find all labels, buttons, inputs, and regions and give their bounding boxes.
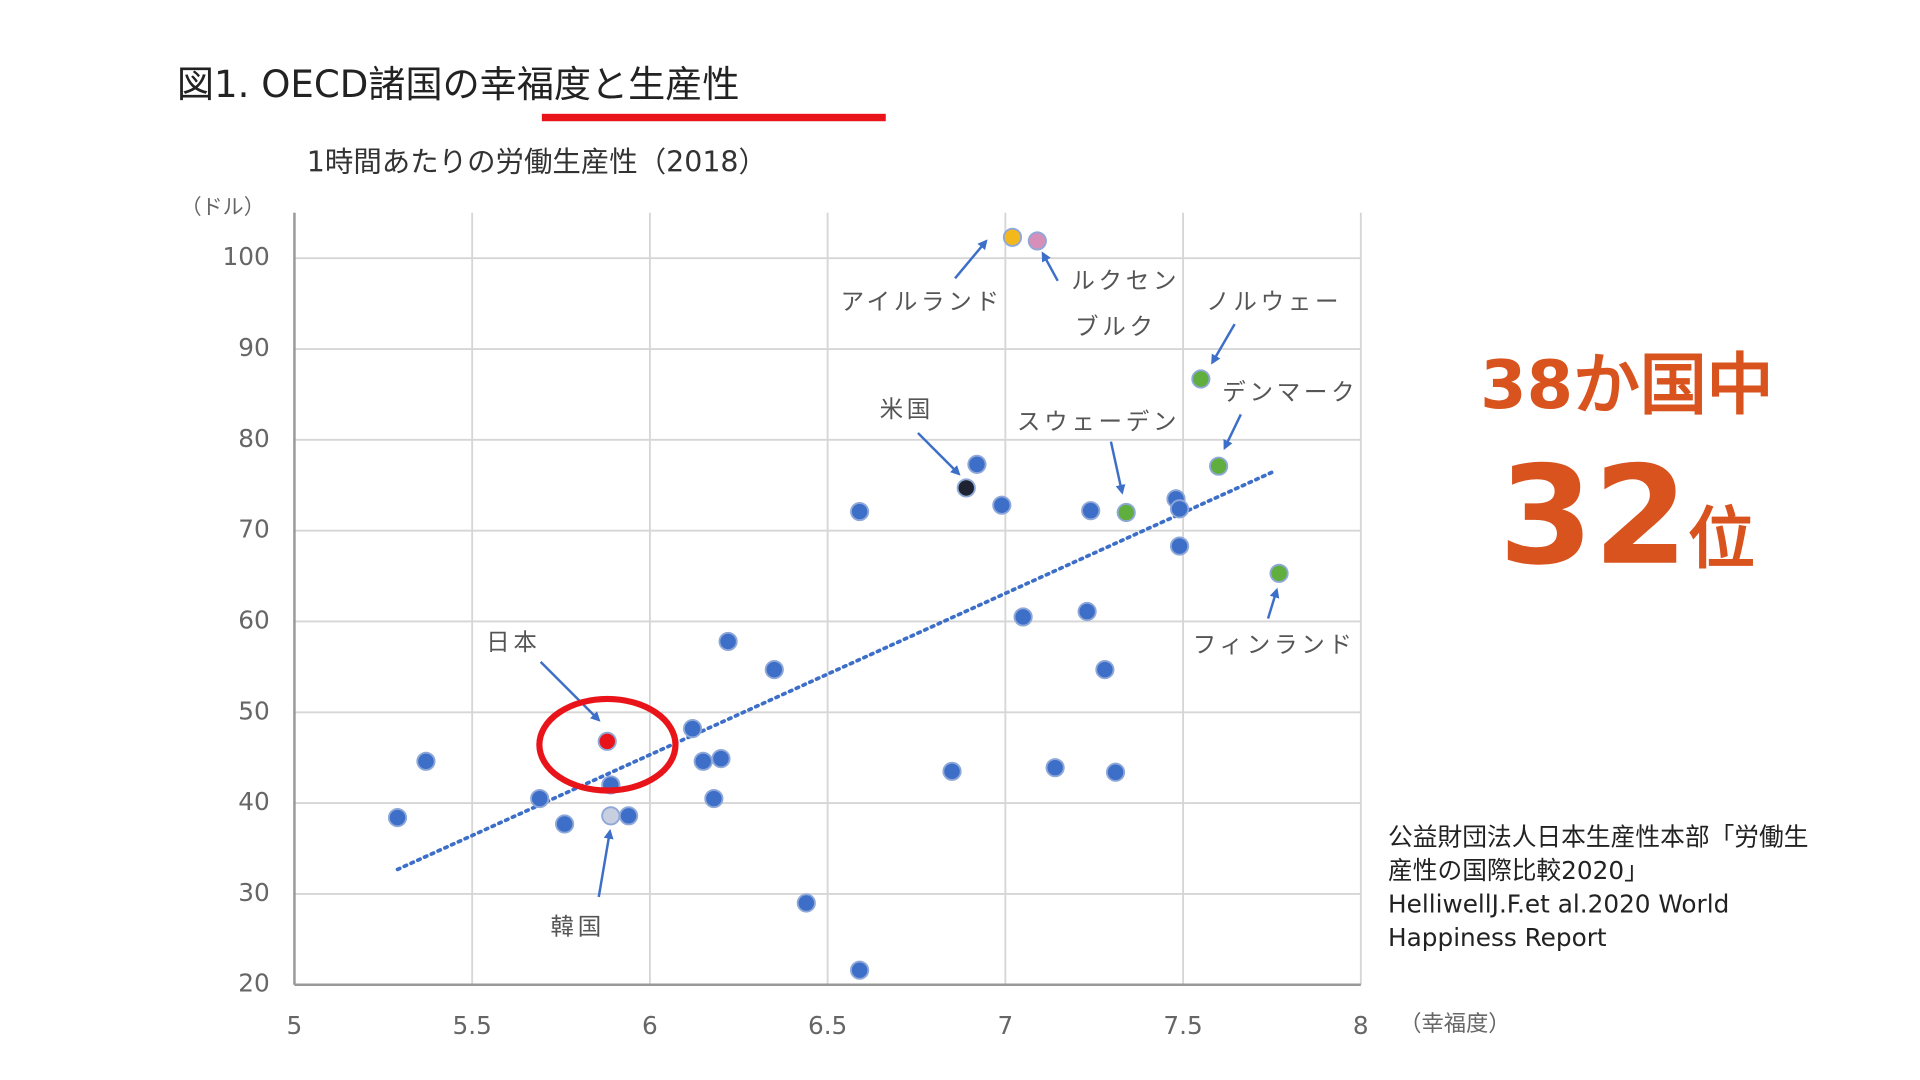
x-axis-label: （幸福度） [1399,1011,1510,1037]
rank-number: 32 [1499,438,1688,596]
annotation-arrow [917,432,961,476]
data-point [850,960,870,980]
data-point [1045,758,1065,778]
data-point [597,731,617,751]
annotation-arrow [954,239,988,280]
data-point [1116,502,1136,523]
annotation-arrow [1211,323,1236,365]
chart-subtitle: 1時間あたりの労働生産性（2018） [307,145,767,178]
data-point [682,719,703,739]
data-point [618,806,639,826]
highlight-ring [536,695,679,794]
data-point [1013,607,1033,627]
source-line: 産性の国際比較2020」 [1388,856,1649,885]
y-tick-label: 20 [238,969,269,998]
data-point [850,501,870,522]
source-line: Happiness Report [1388,923,1607,952]
title-underline [541,113,886,122]
annotation: ルクセン [1071,267,1180,295]
data-point [554,814,575,834]
x-tick-label: 8 [1353,1011,1369,1040]
source-line: 公益財団法人日本生産性本部「労働生 [1388,823,1808,852]
annotation: アイルランド [841,288,1003,316]
data-point [942,761,962,781]
x-tick-label: 5.5 [452,1011,491,1040]
chart-title: 図1. OECD諸国の幸福度と生産性 [177,63,740,106]
data-point [1081,501,1101,521]
annotation: デンマーク [1222,378,1358,406]
annotation: 日本 [486,628,540,656]
data-point [1105,762,1126,782]
y-tick-label: 100 [222,242,269,271]
y-tick-label: 80 [238,424,269,453]
callout-rank: 32位 [1499,438,1755,596]
y-tick-label: 60 [238,605,269,634]
data-point [956,478,976,498]
rank-suffix: 位 [1688,500,1755,578]
x-tick-label: 6.5 [808,1011,847,1040]
data-point [711,749,731,769]
annotation: 韓国 [551,912,605,940]
x-tick-label: 6 [642,1011,658,1040]
data-point [693,751,713,771]
annotation: スウェーデン [1017,408,1180,436]
x-tick-label: 7 [997,1011,1013,1040]
data-point [1077,601,1097,622]
data-point [1209,456,1229,476]
x-tick-label: 5 [287,1011,303,1040]
data-point [1095,660,1115,680]
y-tick-label: 90 [238,333,269,362]
annotation: ブルク [1075,312,1157,340]
x-tick-label: 7.5 [1163,1011,1202,1040]
annotation-arrow [539,660,601,722]
annotation-arrow [1041,251,1059,282]
y-axis-label: （ドル） [181,194,265,219]
data-point [1269,563,1289,583]
data-point [718,631,738,652]
source-line: HelliwellJ.F.et al.2020 World [1388,890,1729,919]
y-tick-label: 50 [238,696,269,725]
data-point [992,495,1012,515]
data-point [416,751,436,771]
data-point [967,454,987,474]
annotation-arrow [1109,441,1126,495]
plot: 20 30 40 50 60 70 80 90 100 5 5.5 6 6.5 7 7.5 8 アイルランド ルク… [222,212,1369,1040]
annotation: フィンランド [1193,630,1356,658]
y-tick-label: 30 [238,878,269,907]
data-point [1169,499,1190,519]
data-point [764,660,784,680]
annotation-arrow [1223,413,1242,451]
y-tick-label: 40 [238,787,269,816]
trend-line [395,468,1278,872]
data-point [704,788,724,809]
y-tick-label: 70 [238,515,269,544]
data-point [1169,536,1190,556]
data-point [387,808,408,828]
data-point [1027,231,1047,251]
data-point [796,893,816,913]
data-point [601,806,621,826]
annotation: 米国 [880,395,934,423]
data-point [530,788,550,809]
annotation-arrow [597,828,614,898]
annotation: ノルウェー [1206,288,1342,316]
data-point [1002,227,1023,247]
data-point [1191,369,1211,389]
annotation-arrow [1266,587,1280,619]
callout-line: 38か国中 [1480,346,1773,424]
